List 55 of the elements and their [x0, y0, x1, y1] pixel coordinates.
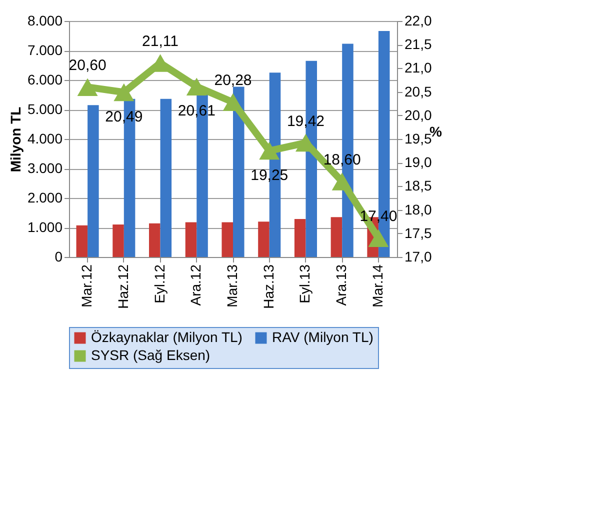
x-tick-label: Haz.12 [114, 264, 131, 309]
data-label: 20,60 [68, 57, 106, 74]
bar [222, 222, 233, 257]
bar [160, 98, 172, 257]
point [186, 78, 207, 96]
y2-tick-label: 21,0 [404, 60, 432, 76]
y-axis-title: Milyon TL [7, 106, 24, 172]
point [368, 229, 389, 247]
x-tick-label: Haz.13 [260, 264, 276, 309]
legend-label: SYSR (Sağ Eksen) [91, 347, 210, 363]
y-tick-label: 1.000 [27, 219, 63, 235]
point [222, 93, 244, 112]
y-tick-label: 5.000 [27, 101, 63, 117]
bar [149, 223, 160, 257]
x-tick-label: Ara.12 [188, 264, 204, 306]
data-label: 17,40 [360, 208, 398, 226]
y2-tick-label: 19,0 [404, 154, 432, 170]
x-tick-label: Mar.12 [78, 264, 95, 308]
y-tick-label: 0 [54, 248, 63, 264]
data-label: 21,11 [142, 33, 178, 50]
bar [330, 217, 342, 257]
y2-tick-label: 17,0 [404, 248, 432, 264]
bar [185, 222, 197, 257]
bar [294, 218, 306, 257]
data-label: 20,28 [214, 72, 252, 90]
y2-tick-label: 18,0 [404, 201, 432, 218]
legend-label: Özkaynaklar (Milyon TL) [91, 329, 242, 345]
y-tick-label: 3.000 [27, 160, 63, 176]
point [332, 172, 352, 190]
y-tick-label: 7.000 [27, 42, 63, 58]
y-tick-label: 2.000 [27, 190, 63, 206]
bar [88, 105, 99, 257]
y2-tick-label: 20,5 [404, 83, 432, 100]
x-tick-label: Eyl.13 [296, 264, 313, 304]
y2-tick-label: 22,0 [404, 12, 432, 28]
bar [112, 224, 124, 257]
y2-tick-label: 18,5 [404, 178, 432, 194]
bar [233, 86, 244, 257]
y2-axis-title: % [430, 124, 443, 140]
legend-label: RAV (Milyon TL) [272, 329, 374, 345]
point [77, 78, 98, 96]
y-tick-label: 4.000 [27, 130, 63, 146]
y2-tick-label: 20,0 [404, 106, 432, 123]
x-tick-label: Mar.13 [224, 264, 240, 308]
x-tick-label: Ara.13 [333, 264, 350, 306]
x-tick-label: Eyl.12 [151, 264, 168, 304]
y2-tick-label: 17,5 [404, 224, 432, 241]
y2-tick-label: 21,5 [404, 36, 432, 52]
point [259, 142, 280, 160]
y-tick-label: 8.000 [27, 12, 63, 28]
point [114, 83, 134, 102]
bar [258, 222, 270, 257]
y-tick-label: 6.000 [27, 72, 63, 88]
x-tick-label: Mar.14 [369, 264, 386, 308]
bar [76, 225, 88, 257]
